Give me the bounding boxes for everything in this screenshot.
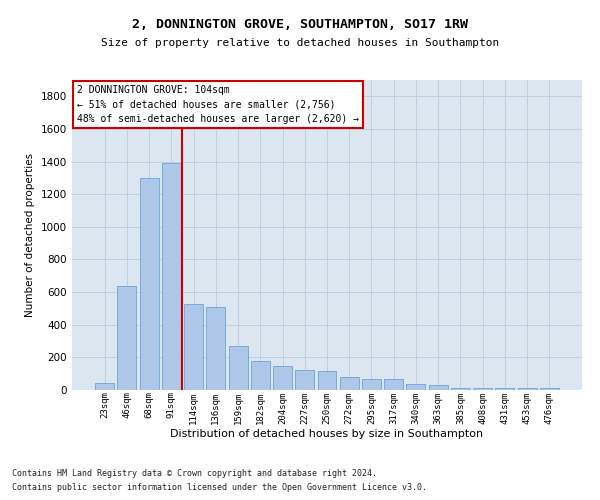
Bar xyxy=(429,385,448,390)
Bar xyxy=(229,346,248,390)
Bar xyxy=(184,304,203,390)
Text: 2 DONNINGTON GROVE: 104sqm
← 51% of detached houses are smaller (2,756)
48% of s: 2 DONNINGTON GROVE: 104sqm ← 51% of deta… xyxy=(77,84,359,124)
X-axis label: Distribution of detached houses by size in Southampton: Distribution of detached houses by size … xyxy=(170,429,484,439)
Bar xyxy=(362,380,381,390)
Bar xyxy=(406,384,425,390)
Bar xyxy=(451,388,470,390)
Text: Size of property relative to detached houses in Southampton: Size of property relative to detached ho… xyxy=(101,38,499,48)
Bar xyxy=(162,163,181,390)
Bar xyxy=(295,370,314,390)
Bar xyxy=(273,366,292,390)
Y-axis label: Number of detached properties: Number of detached properties xyxy=(25,153,35,317)
Bar xyxy=(540,388,559,390)
Bar xyxy=(251,362,270,390)
Bar xyxy=(140,178,158,390)
Text: Contains HM Land Registry data © Crown copyright and database right 2024.: Contains HM Land Registry data © Crown c… xyxy=(12,468,377,477)
Text: 2, DONNINGTON GROVE, SOUTHAMPTON, SO17 1RW: 2, DONNINGTON GROVE, SOUTHAMPTON, SO17 1… xyxy=(132,18,468,30)
Bar xyxy=(518,388,536,390)
Bar xyxy=(95,384,114,390)
Bar xyxy=(473,388,492,390)
Bar xyxy=(384,380,403,390)
Bar xyxy=(496,388,514,390)
Bar xyxy=(317,371,337,390)
Bar xyxy=(118,286,136,390)
Bar xyxy=(206,307,225,390)
Bar xyxy=(340,377,359,390)
Text: Contains public sector information licensed under the Open Government Licence v3: Contains public sector information licen… xyxy=(12,484,427,492)
